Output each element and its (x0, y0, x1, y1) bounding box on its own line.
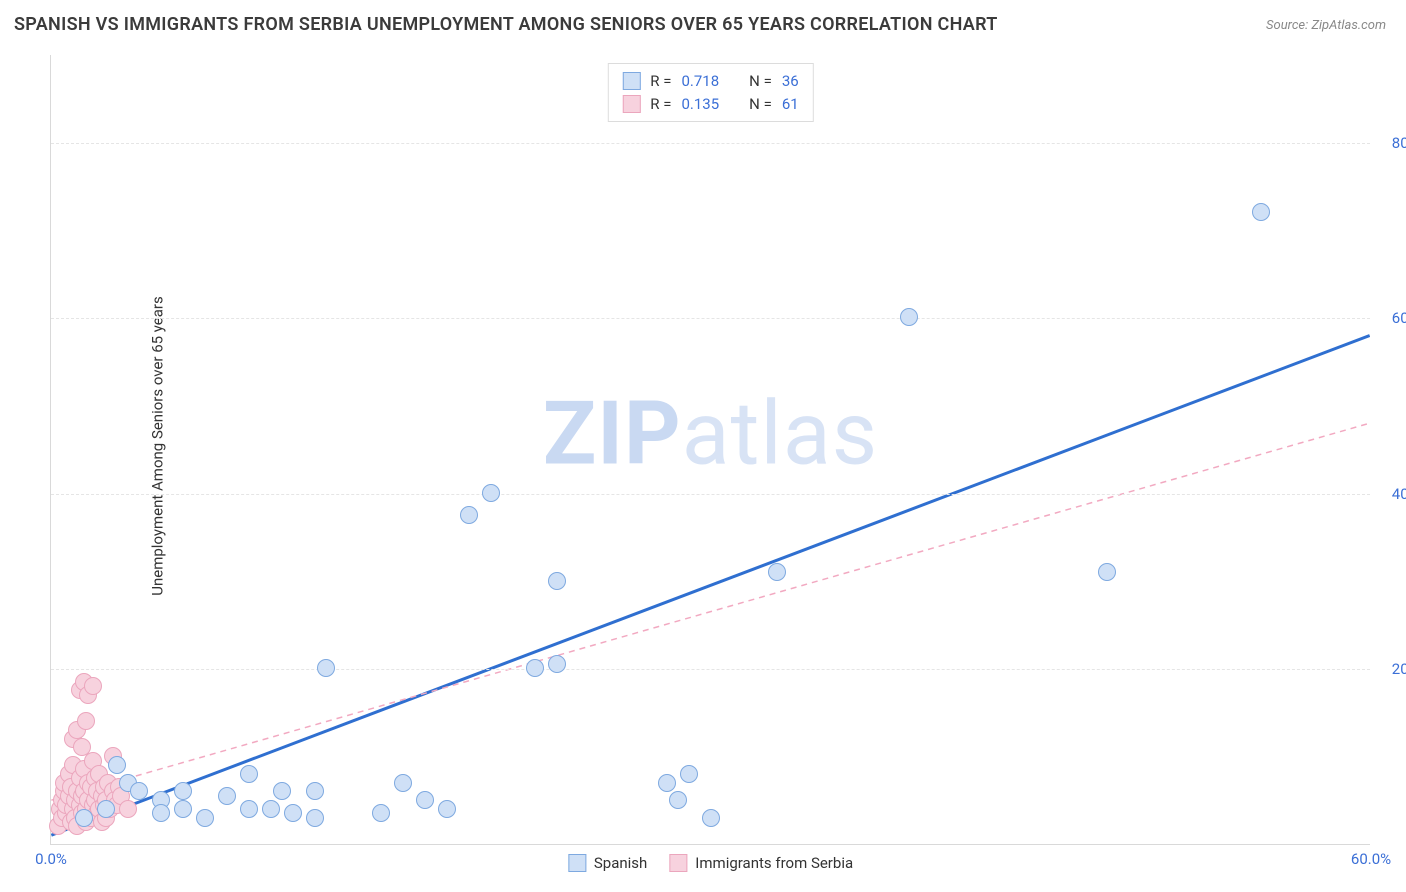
data-point (97, 800, 115, 818)
data-point (482, 484, 500, 502)
legend-item-spanish: Spanish (568, 854, 647, 872)
scatter-plot: ZIPatlas R = 0.718 N = 36 R = 0.135 N = … (50, 55, 1370, 845)
grid-line (51, 494, 1370, 495)
source-prefix: Source: (1266, 18, 1311, 33)
n-value-serbia: 61 (782, 93, 799, 116)
source-name: ZipAtlas.com (1311, 18, 1386, 33)
series-legend: Spanish Immigrants from Serbia (568, 854, 853, 872)
watermark-rest: atlas (682, 382, 878, 485)
r-value-serbia: 0.135 (681, 93, 719, 116)
data-point (438, 800, 456, 818)
data-point (130, 782, 148, 800)
data-point (75, 809, 93, 827)
r-label: R = (650, 93, 671, 116)
data-point (262, 800, 280, 818)
legend-label-spanish: Spanish (594, 854, 647, 872)
trend-line (51, 423, 1369, 800)
swatch-spanish (568, 854, 586, 872)
data-point (240, 765, 258, 783)
data-point (680, 765, 698, 783)
stats-row-serbia: R = 0.135 N = 61 (622, 93, 798, 116)
data-point (1252, 203, 1270, 221)
data-point (306, 809, 324, 827)
stats-row-spanish: R = 0.718 N = 36 (622, 70, 798, 93)
stats-legend: R = 0.718 N = 36 R = 0.135 N = 61 (607, 63, 813, 122)
data-point (218, 787, 236, 805)
data-point (273, 782, 291, 800)
data-point (73, 738, 91, 756)
y-tick-label: 80.0% (1392, 134, 1406, 152)
data-point (284, 804, 302, 822)
data-point (1098, 563, 1116, 581)
grid-line (51, 143, 1370, 144)
data-point (174, 782, 192, 800)
swatch-spanish (622, 72, 640, 90)
data-point (394, 774, 412, 792)
data-point (174, 800, 192, 818)
page-title: SPANISH VS IMMIGRANTS FROM SERBIA UNEMPL… (14, 14, 998, 35)
r-label: R = (650, 70, 671, 93)
data-point (900, 308, 918, 326)
n-value-spanish: 36 (782, 70, 799, 93)
data-point (317, 659, 335, 677)
data-point (372, 804, 390, 822)
watermark-bold: ZIP (543, 382, 682, 485)
data-point (768, 563, 786, 581)
data-point (240, 800, 258, 818)
trend-line (51, 336, 1369, 836)
data-point (196, 809, 214, 827)
data-point (119, 800, 137, 818)
data-point (658, 774, 676, 792)
data-point (108, 756, 126, 774)
legend-label-serbia: Immigrants from Serbia (695, 854, 853, 872)
data-point (702, 809, 720, 827)
x-tick-label: 0.0% (35, 850, 67, 868)
data-point (669, 791, 687, 809)
y-tick-label: 60.0% (1392, 309, 1406, 327)
data-point (416, 791, 434, 809)
data-point (306, 782, 324, 800)
source-credit: Source: ZipAtlas.com (1266, 18, 1386, 33)
swatch-serbia (622, 95, 640, 113)
data-point (84, 677, 102, 695)
swatch-serbia (669, 854, 687, 872)
x-tick-label: 60.0% (1351, 850, 1391, 868)
n-label: N = (749, 70, 772, 93)
legend-item-serbia: Immigrants from Serbia (669, 854, 853, 872)
r-value-spanish: 0.718 (681, 70, 719, 93)
data-point (152, 804, 170, 822)
y-tick-label: 40.0% (1392, 485, 1406, 503)
data-point (548, 655, 566, 673)
data-point (77, 712, 95, 730)
grid-line (51, 318, 1370, 319)
data-point (526, 659, 544, 677)
n-label: N = (749, 93, 772, 116)
data-point (460, 506, 478, 524)
y-tick-label: 20.0% (1392, 660, 1406, 678)
data-point (548, 572, 566, 590)
trend-lines-layer (51, 55, 1370, 844)
grid-line (51, 669, 1370, 670)
watermark: ZIPatlas (543, 382, 878, 485)
